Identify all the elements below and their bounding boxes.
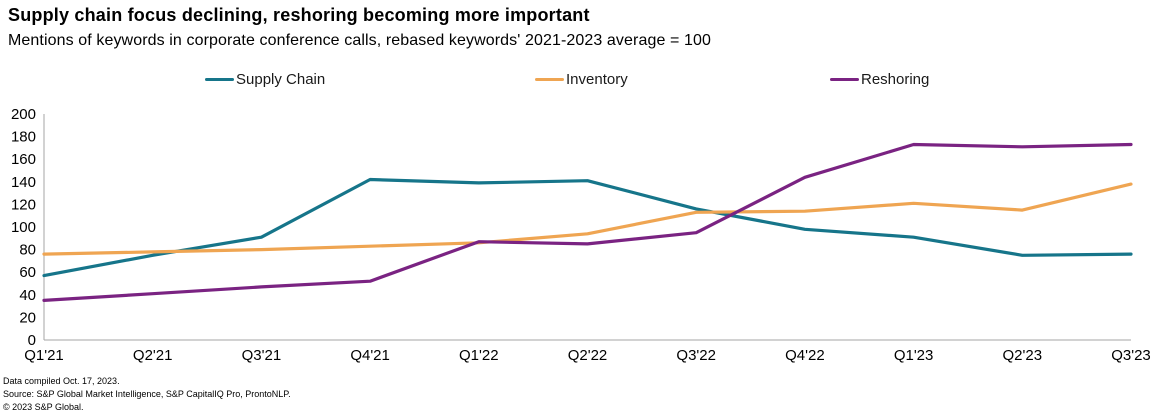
legend-item-reshoring: Reshoring bbox=[830, 71, 929, 88]
x-axis-tick-label: Q4'22 bbox=[785, 347, 825, 364]
legend-swatch-inventory-icon bbox=[535, 77, 564, 82]
y-axis-tick-label: 20 bbox=[19, 309, 36, 326]
x-axis-tick-label: Q1'21 bbox=[24, 347, 64, 364]
legend-swatch-supply-chain-icon bbox=[205, 77, 234, 82]
x-axis-tick-label: Q2'21 bbox=[133, 347, 173, 364]
footer-copyright-note: © 2023 S&P Global. bbox=[3, 402, 84, 412]
series-line-supply-chain bbox=[42, 177, 1133, 278]
y-axis-tick-label: 80 bbox=[19, 242, 36, 259]
y-axis-tick-label: 160 bbox=[11, 151, 36, 168]
y-axis-tick-label: 180 bbox=[11, 129, 36, 146]
y-axis-tick-label: 120 bbox=[11, 196, 36, 213]
y-axis-tick-label: 40 bbox=[19, 287, 36, 304]
y-axis-tick-label: 100 bbox=[11, 219, 36, 236]
footer-compiled-note: Data compiled Oct. 17, 2023. bbox=[3, 376, 120, 386]
legend-item-inventory: Inventory bbox=[535, 71, 628, 88]
y-axis-tick-label: 60 bbox=[19, 264, 36, 281]
legend-label-supply-chain: Supply Chain bbox=[236, 71, 326, 88]
x-axis-tick-label: Q3'23 bbox=[1111, 347, 1151, 364]
y-axis-tick-label: 140 bbox=[11, 174, 36, 191]
x-axis-tick-label: Q3'22 bbox=[676, 347, 716, 364]
footer-source-note: Source: S&P Global Market Intelligence, … bbox=[3, 389, 291, 399]
series-line-reshoring bbox=[42, 142, 1133, 302]
legend-swatch-reshoring-icon bbox=[830, 77, 859, 82]
x-axis-tick-label: Q1'22 bbox=[459, 347, 499, 364]
chart-title: Supply chain focus declining, reshoring … bbox=[8, 5, 590, 25]
x-axis-tick-label: Q1'23 bbox=[894, 347, 934, 364]
series-line-inventory bbox=[42, 182, 1133, 256]
x-axis-tick-label: Q4'21 bbox=[350, 347, 390, 364]
chart-subtitle: Mentions of keywords in corporate confer… bbox=[8, 32, 711, 49]
x-axis-tick-label: Q3'21 bbox=[242, 347, 282, 364]
legend-item-supply-chain: Supply Chain bbox=[205, 71, 325, 88]
y-axis-tick-label: 200 bbox=[11, 106, 36, 123]
legend-label-reshoring: Reshoring bbox=[861, 71, 930, 88]
x-axis-tick-label: Q2'23 bbox=[1003, 347, 1043, 364]
y-axis-tick-label: 0 bbox=[28, 332, 36, 349]
legend-label-inventory: Inventory bbox=[566, 71, 628, 88]
x-axis-tick-label: Q2'22 bbox=[568, 347, 608, 364]
